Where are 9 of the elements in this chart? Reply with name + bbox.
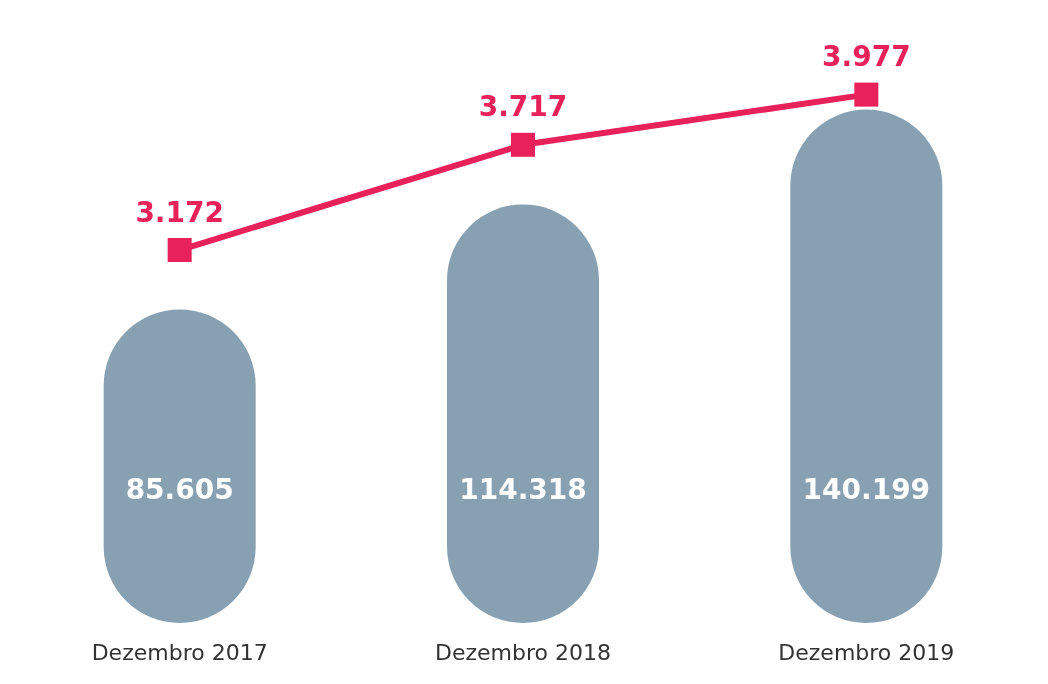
data-label: 140.199 [802,472,931,506]
data-label: 85.605 [125,472,234,506]
x-tick-label: Dezembro 2017 [91,639,268,665]
data-label: 3.977 [822,40,911,74]
data-label: 3.172 [135,195,224,229]
x-tick-label: Dezembro 2018 [435,639,611,665]
x-tick-label: Dezembro 2019 [778,639,955,665]
data-label: 3.717 [478,90,568,124]
data-label: 114.318 [459,472,587,506]
